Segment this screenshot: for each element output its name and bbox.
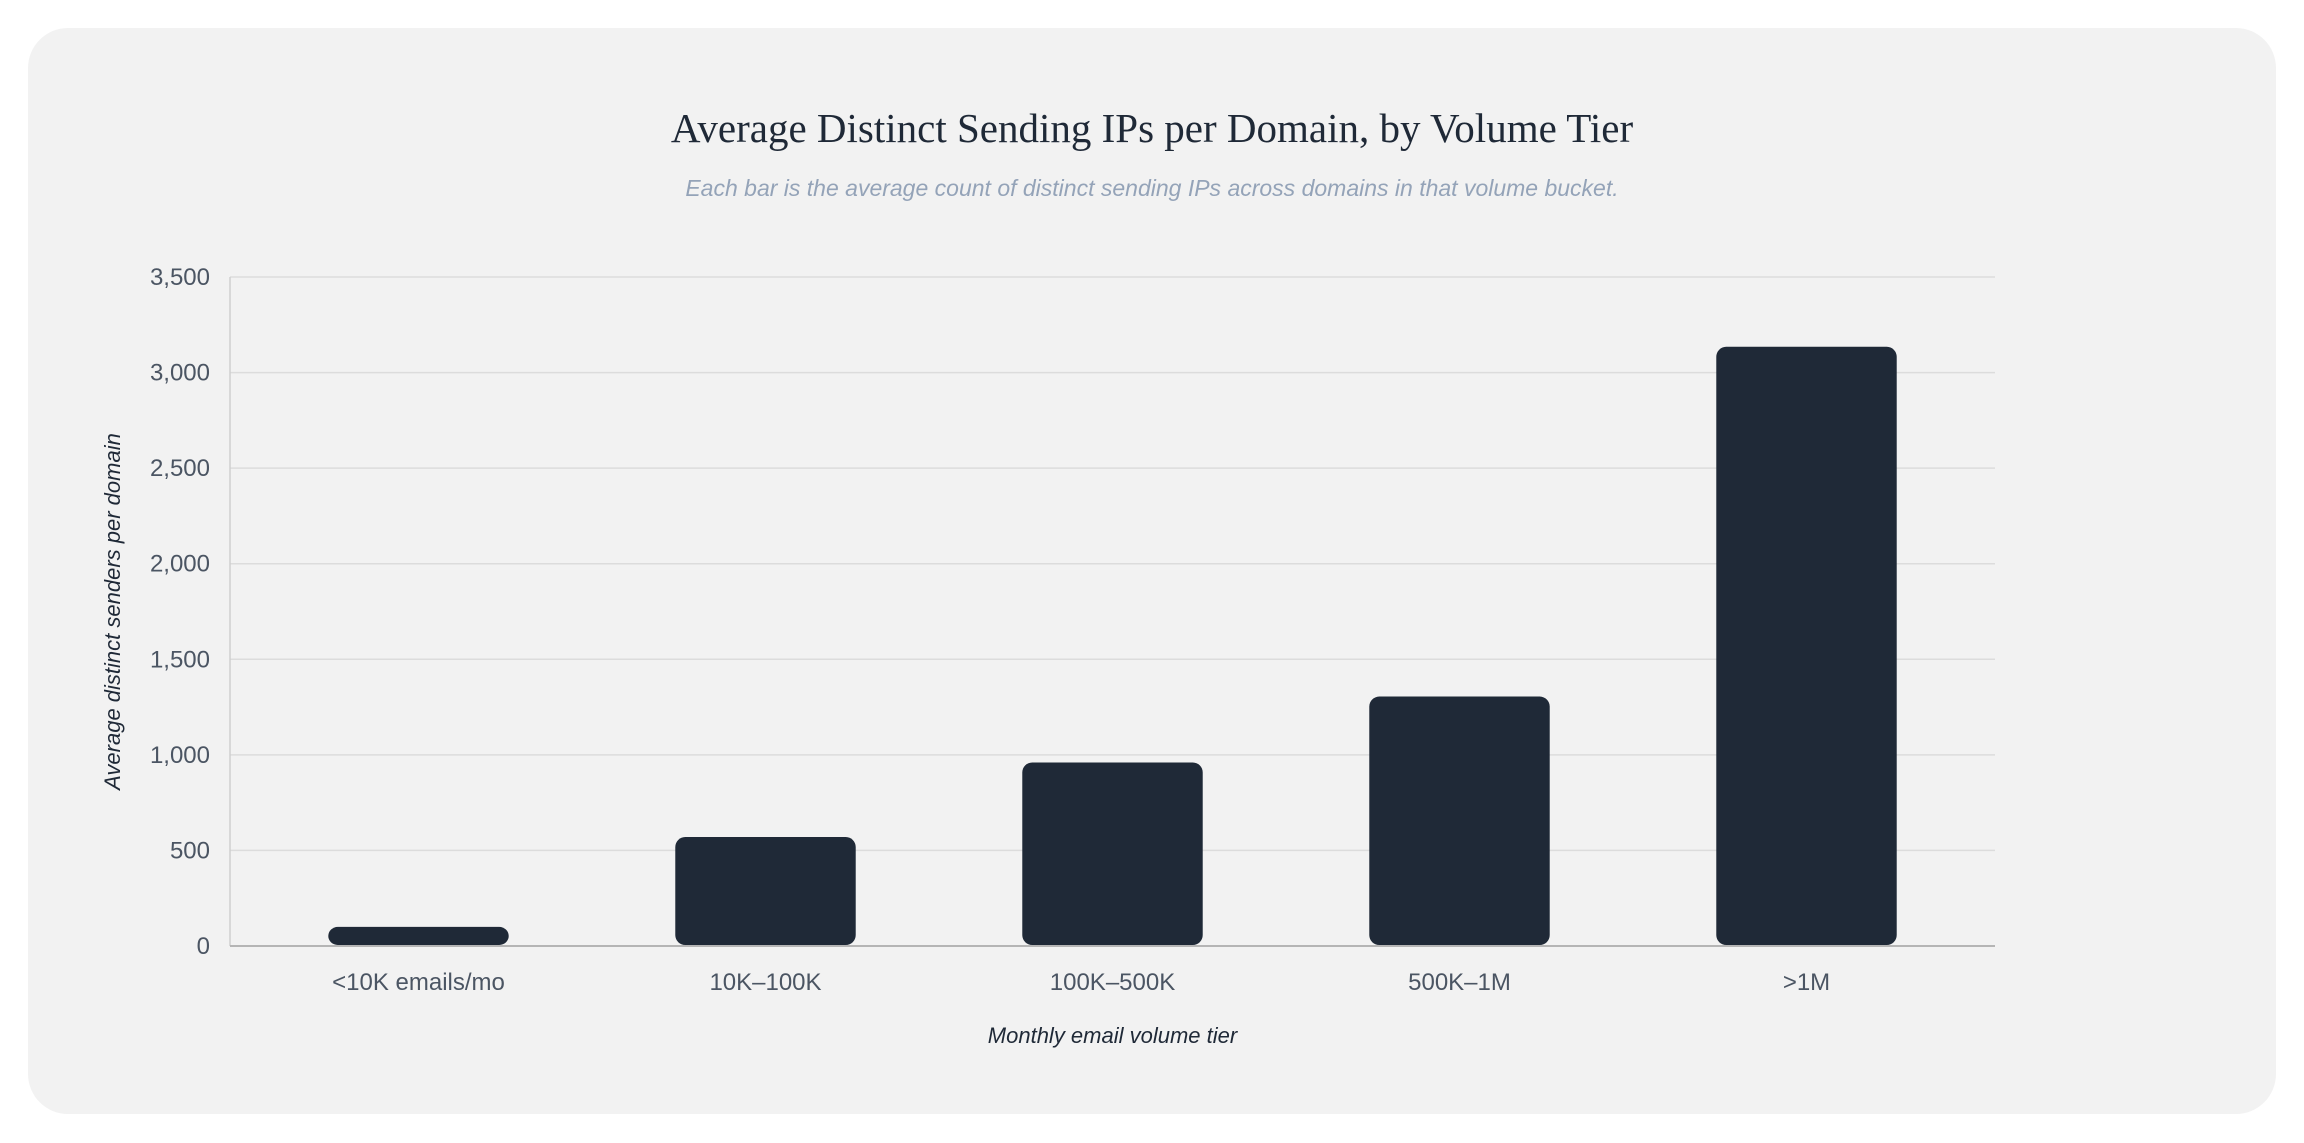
x-tick-label: <10K emails/mo <box>332 969 505 996</box>
x-tick-labels: <10K emails/mo 10K–100K 100K–500K 500K–1M >1… <box>332 969 1830 996</box>
y-tick-label: 3,500 <box>150 264 210 291</box>
x-tick-label: 10K–100K <box>709 969 821 996</box>
chart-title: Average Distinct Sending IPs per Domain,… <box>670 105 1634 151</box>
y-tick-label: 1,500 <box>150 646 210 673</box>
bar <box>328 926 509 945</box>
x-tick-label: >1M <box>1783 969 1830 996</box>
bars <box>328 346 1897 945</box>
axes <box>229 277 1995 947</box>
y-tick-label: 1,000 <box>150 742 210 769</box>
bar <box>1369 696 1550 945</box>
bar <box>1022 762 1203 945</box>
bar <box>1716 346 1897 945</box>
y-tick-labels: 0 500 1,000 1,500 2,000 2,500 3,000 3,500 <box>150 264 210 960</box>
y-tick-label: 2,500 <box>150 455 210 482</box>
chart-subtitle: Each bar is the average count of distinc… <box>685 175 1619 201</box>
x-tick-label: 100K–500K <box>1050 969 1175 996</box>
bar <box>675 837 856 945</box>
y-tick-label: 0 <box>197 933 210 960</box>
y-tick-label: 2,000 <box>150 551 210 578</box>
y-tick-label: 500 <box>170 837 210 864</box>
y-axis-title: Average distinct senders per domain <box>100 433 125 792</box>
gridlines <box>230 276 1995 852</box>
x-tick-label: 500K–1M <box>1408 969 1511 996</box>
x-axis-title: Monthly email volume tier <box>988 1023 1239 1048</box>
y-tick-label: 3,000 <box>150 360 210 387</box>
